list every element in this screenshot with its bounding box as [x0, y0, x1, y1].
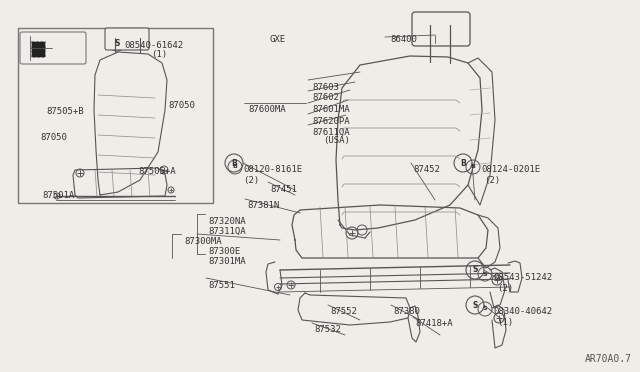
Text: 87320NA: 87320NA — [208, 217, 246, 225]
Text: 87452: 87452 — [413, 166, 440, 174]
Bar — [18, 28, 213, 203]
Text: 87050: 87050 — [168, 100, 195, 109]
Text: (2): (2) — [497, 283, 513, 292]
Text: (USA): (USA) — [323, 137, 350, 145]
Text: 87603: 87603 — [312, 83, 339, 92]
Bar — [32, 42, 44, 56]
Text: GXE: GXE — [270, 35, 286, 44]
Text: S: S — [483, 272, 487, 276]
Text: B: B — [231, 158, 237, 167]
Text: 08340-40642: 08340-40642 — [493, 308, 552, 317]
Text: 08120-8161E: 08120-8161E — [243, 166, 302, 174]
Text: (1): (1) — [151, 51, 167, 60]
Text: 87620PA: 87620PA — [312, 116, 349, 125]
Text: AR70A0.7: AR70A0.7 — [585, 354, 632, 364]
Text: 87451: 87451 — [270, 185, 297, 193]
FancyBboxPatch shape — [412, 12, 470, 46]
Text: 87300MA: 87300MA — [184, 237, 221, 246]
Text: 87602: 87602 — [312, 93, 339, 103]
Text: 87501A: 87501A — [42, 190, 74, 199]
Bar — [31, 41, 45, 57]
Text: 08540-61642: 08540-61642 — [124, 41, 183, 49]
Text: 87551: 87551 — [208, 280, 235, 289]
Text: 87300E: 87300E — [208, 247, 240, 256]
Text: 87050: 87050 — [40, 132, 67, 141]
FancyBboxPatch shape — [105, 28, 149, 50]
Text: 87311QA: 87311QA — [208, 227, 246, 235]
Text: S: S — [483, 307, 487, 311]
Text: 08124-0201E: 08124-0201E — [481, 166, 540, 174]
Text: S: S — [472, 301, 477, 310]
Text: S: S — [472, 266, 477, 275]
Text: 87601MA: 87601MA — [312, 106, 349, 115]
Text: 87532: 87532 — [314, 326, 341, 334]
Text: B: B — [470, 164, 476, 170]
Text: B: B — [232, 164, 237, 170]
Text: 87505+B: 87505+B — [46, 108, 84, 116]
Text: 87418+A: 87418+A — [415, 320, 452, 328]
Text: (2): (2) — [243, 176, 259, 185]
Text: (1): (1) — [497, 318, 513, 327]
Text: 86400: 86400 — [390, 35, 417, 44]
Text: 87380: 87380 — [393, 308, 420, 317]
Text: 87552: 87552 — [330, 308, 357, 317]
Text: 87301MA: 87301MA — [208, 257, 246, 266]
Text: B: B — [460, 158, 466, 167]
Text: 87381N: 87381N — [247, 202, 279, 211]
Text: 87505+A: 87505+A — [138, 167, 175, 176]
FancyBboxPatch shape — [20, 32, 86, 64]
Text: 87600MA: 87600MA — [248, 106, 285, 115]
Text: (2): (2) — [484, 176, 500, 185]
Text: 08543-51242: 08543-51242 — [493, 273, 552, 282]
Text: S: S — [115, 38, 120, 48]
Text: 87611QA: 87611QA — [312, 128, 349, 137]
